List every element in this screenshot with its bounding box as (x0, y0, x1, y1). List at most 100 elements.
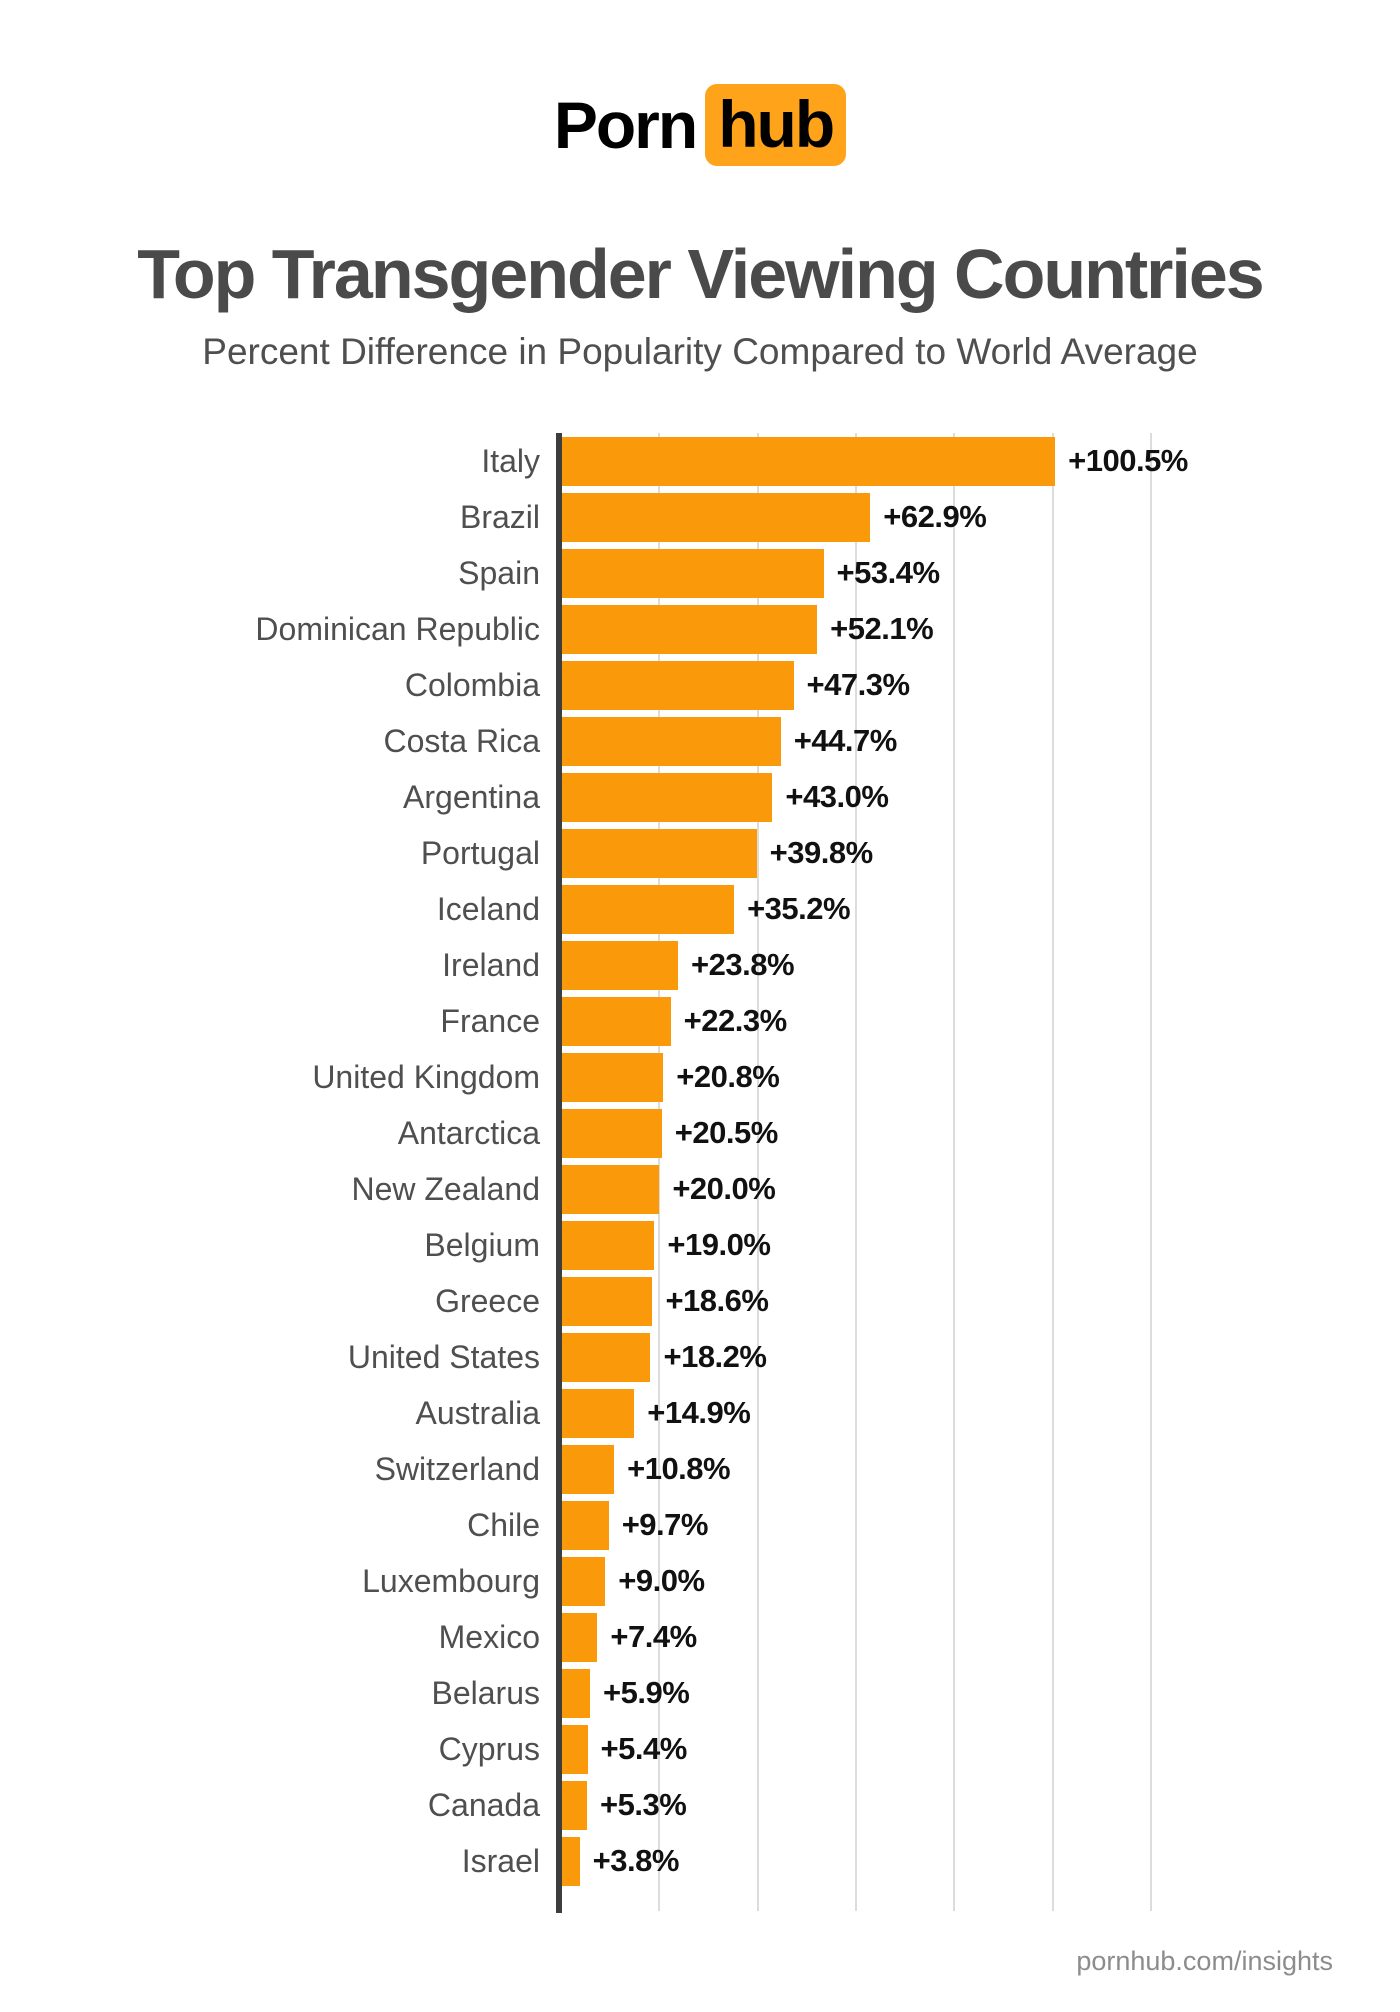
chart-row: Belgium +19.0% (0, 1217, 1400, 1273)
chart-row: Ireland +23.8% (0, 937, 1400, 993)
country-label: Belarus (431, 1674, 541, 1711)
chart-row: Canada +5.3% (0, 1777, 1400, 1833)
chart-rows: Italy +100.5% Brazil +62.9% Spain +53.4% Domin… (0, 433, 1400, 1889)
chart-row: Mexico +7.4% (0, 1609, 1400, 1665)
chart-row: Australia +14.9% (0, 1385, 1400, 1441)
bar (561, 436, 1056, 486)
bar (561, 1052, 664, 1102)
country-label: Mexico (438, 1618, 540, 1655)
logo-porn-text: Porn (553, 88, 698, 162)
bar (561, 996, 671, 1046)
value-label: +62.9% (883, 499, 987, 534)
bar (561, 492, 871, 542)
country-label: Luxembourg (362, 1562, 540, 1599)
country-label: Israel (461, 1842, 540, 1879)
bar (561, 1780, 588, 1830)
bar (561, 1724, 588, 1774)
country-label: Antarctica (397, 1114, 540, 1151)
bar (561, 1276, 653, 1326)
country-label: Italy (481, 442, 540, 479)
country-label: United Kingdom (312, 1058, 540, 1095)
value-label: +7.4% (610, 1619, 697, 1654)
chart-title: Top Transgender Viewing Countries (137, 235, 1264, 313)
bar (561, 604, 818, 654)
value-label: +44.7% (793, 723, 898, 758)
chart-row: Switzerland +10.8% (0, 1441, 1400, 1497)
value-label: +35.2% (747, 891, 851, 926)
bar (561, 660, 794, 710)
value-label: +9.0% (618, 1563, 705, 1598)
chart-row: Argentina +43.0% (0, 769, 1400, 825)
chart-row: Colombia +47.3% (0, 657, 1400, 713)
bar (561, 1164, 660, 1214)
value-label: +10.8% (627, 1451, 731, 1486)
gridline-120pct (1150, 433, 1152, 1911)
value-label: +43.0% (785, 779, 889, 814)
country-label: Spain (458, 554, 540, 591)
bar (561, 828, 757, 878)
chart-row: Iceland +35.2% (0, 881, 1400, 937)
value-label: +5.3% (600, 1787, 687, 1822)
bar (561, 772, 773, 822)
bar (561, 716, 781, 766)
gridline-100pct (1051, 433, 1054, 1911)
value-label: +100.5% (1068, 443, 1188, 478)
country-label: Canada (427, 1786, 540, 1823)
pornhub-logo: Porn hub (0, 84, 1400, 166)
country-label: Costa Rica (383, 722, 541, 759)
country-label: Belgium (424, 1226, 540, 1263)
chart-row: Greece +18.6% (0, 1273, 1400, 1329)
bar (561, 1612, 598, 1662)
country-label: Cyprus (438, 1730, 540, 1767)
chart-row: Chile +9.7% (0, 1497, 1400, 1553)
value-label: +5.4% (600, 1731, 688, 1766)
value-label: +23.8% (691, 947, 795, 982)
gridline-40pct (756, 433, 759, 1911)
value-label: +9.7% (621, 1507, 709, 1542)
gridline-60pct (855, 433, 857, 1911)
gridline-20pct (658, 433, 661, 1911)
country-label: Dominican Republic (255, 610, 540, 647)
chart-row: Costa Rica +44.7% (0, 713, 1400, 769)
value-label: +53.4% (836, 555, 941, 590)
value-label: +47.3% (806, 667, 911, 702)
bar (561, 1836, 580, 1886)
chart-row: Belarus +5.9% (0, 1665, 1400, 1721)
country-label: Colombia (404, 666, 540, 703)
value-label: +3.8% (592, 1843, 680, 1878)
bar (561, 1220, 655, 1270)
bar (561, 1388, 635, 1438)
bar (561, 1500, 609, 1550)
value-label: +19.0% (667, 1227, 771, 1262)
value-label: +14.9% (647, 1395, 751, 1430)
bar (561, 1668, 590, 1718)
country-label: Brazil (459, 498, 540, 535)
value-label: +18.2% (663, 1339, 767, 1374)
grid-layer (561, 433, 1153, 1911)
bar (561, 1108, 662, 1158)
value-label: +39.8% (769, 835, 874, 870)
chart-row: United Kingdom +20.8% (0, 1049, 1400, 1105)
country-label: France (440, 1002, 540, 1039)
chart-row: Antarctica +20.5% (0, 1105, 1400, 1161)
value-label: +52.1% (830, 611, 934, 646)
chart-row: United States +18.2% (0, 1329, 1400, 1385)
bar (561, 884, 735, 934)
country-label: Switzerland (374, 1450, 540, 1487)
bar-chart: Italy +100.5% Brazil +62.9% Spain +53.4% Domin… (0, 433, 1400, 1913)
country-label: Greece (435, 1282, 540, 1319)
chart-subtitle: Percent Difference in Popularity Compare… (202, 331, 1198, 372)
chart-row: Cyprus +5.4% (0, 1721, 1400, 1777)
bar (561, 1332, 651, 1382)
chart-row: Portugal +39.8% (0, 825, 1400, 881)
country-label: Chile (467, 1506, 540, 1543)
value-label: +22.3% (683, 1003, 788, 1038)
country-label: United States (347, 1338, 540, 1375)
value-label: +5.9% (603, 1675, 690, 1710)
chart-row: Dominican Republic +52.1% (0, 601, 1400, 657)
bar (561, 548, 824, 598)
country-label: Iceland (436, 890, 540, 927)
country-label: Ireland (442, 946, 540, 983)
chart-row: Brazil +62.9% (0, 489, 1400, 545)
y-axis-line (556, 433, 562, 1913)
